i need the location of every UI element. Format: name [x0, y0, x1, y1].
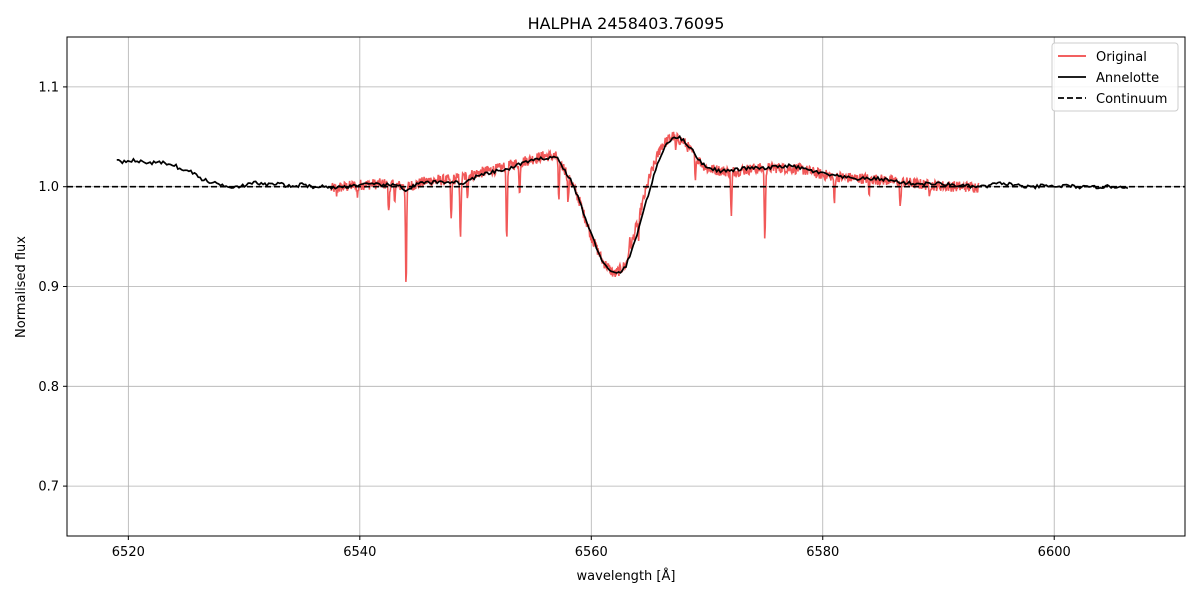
legend-annelotte-label: Annelotte [1096, 71, 1159, 86]
y-tick-label: 1.0 [38, 180, 59, 195]
x-tick-label: 6600 [1038, 545, 1071, 560]
legend-box [1051, 42, 1179, 112]
y-axis-label: Normalised flux [14, 236, 29, 338]
chart-title: HALPHA 2458403.76095 [528, 14, 725, 33]
x-tick-label: 6580 [806, 545, 839, 560]
y-tick-label: 1.1 [38, 80, 59, 95]
y-tick-label: 0.8 [38, 380, 59, 395]
y-tick-label: 0.9 [38, 280, 59, 295]
legend-original-label: Original [1096, 50, 1147, 65]
x-tick-label: 6540 [343, 545, 376, 560]
plot-area [67, 131, 1185, 282]
axis-ticks: 6520 6540 6560 6580 6600 0.7 0.8 0.9 1.0 1.1 [38, 80, 1070, 560]
series-original-line [330, 131, 980, 282]
x-axis-label: wavelength [Å] [577, 568, 676, 584]
legend: Original Annelotte Continuum [1051, 42, 1179, 112]
legend-continuum-label: Continuum [1096, 92, 1167, 107]
x-tick-label: 6520 [112, 545, 145, 560]
y-tick-label: 0.7 [38, 480, 59, 495]
x-tick-label: 6560 [575, 545, 608, 560]
